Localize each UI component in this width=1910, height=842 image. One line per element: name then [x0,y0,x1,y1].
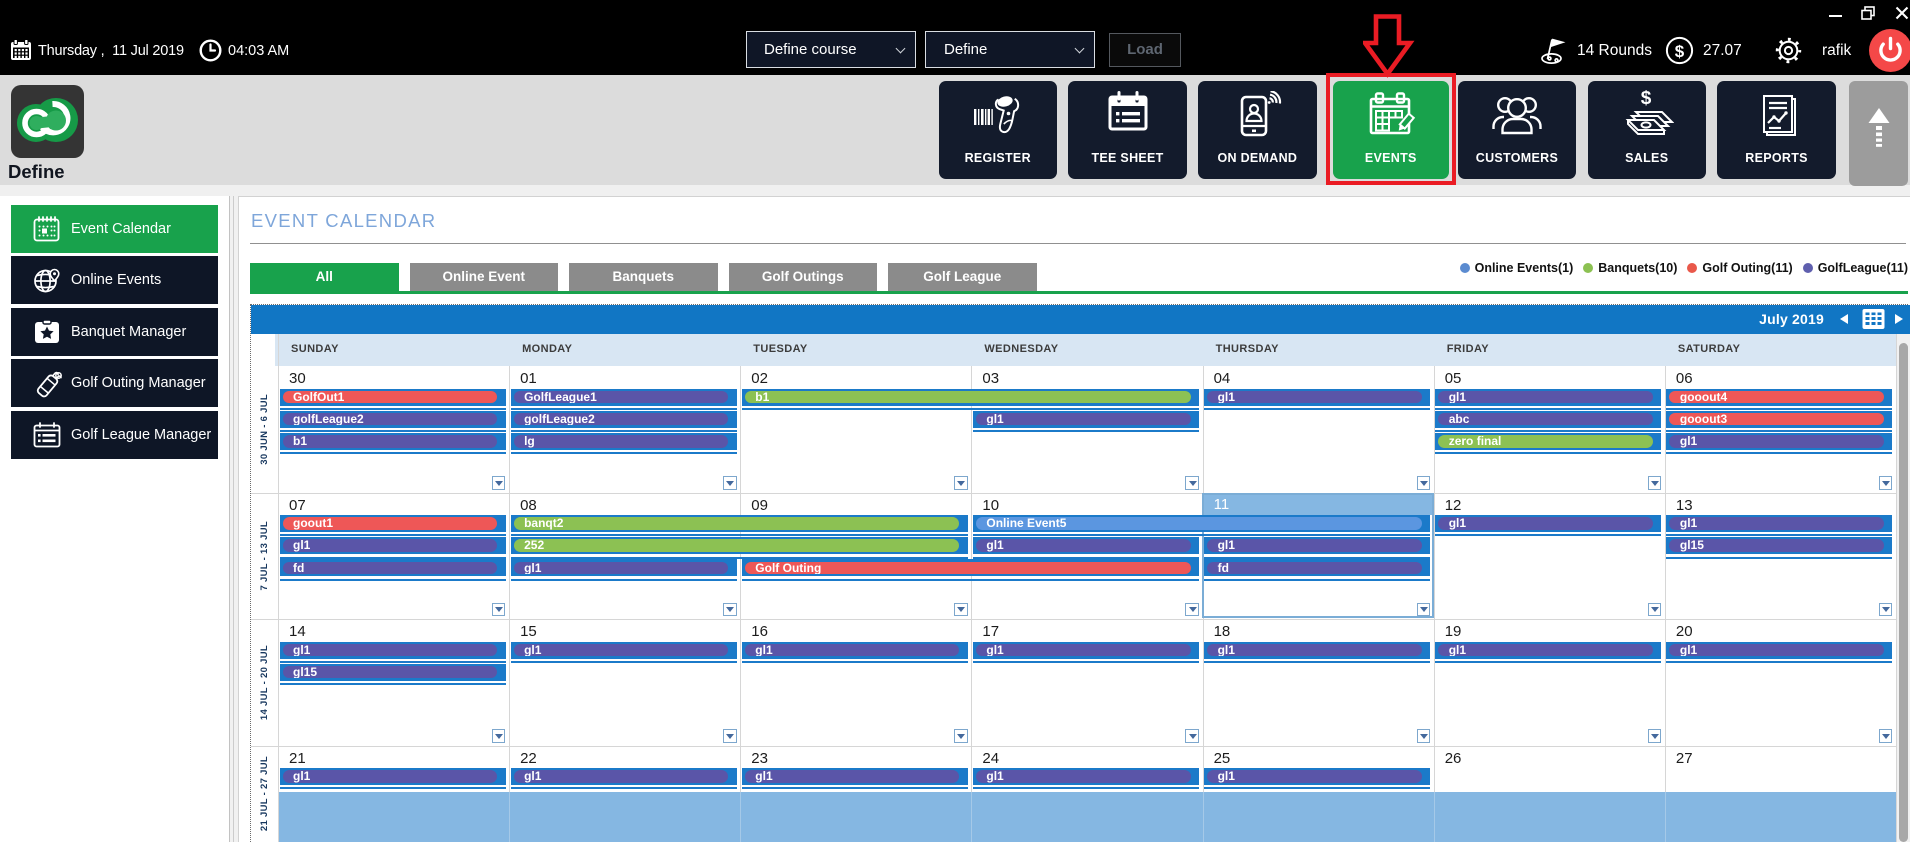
svg-text:$: $ [1640,90,1651,109]
svg-text:$: $ [1675,42,1685,61]
